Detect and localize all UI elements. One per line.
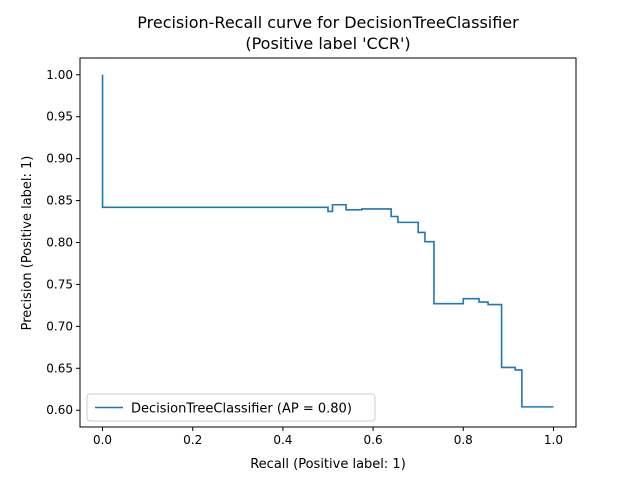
legend-box	[86, 393, 376, 422]
y-axis-label: Precision (Positive label: 1)	[20, 156, 35, 331]
x-tick-label: 0.6	[364, 433, 383, 447]
plot-area: 0.0 0.2 0.4 0.6 0.8 1.0 0.60 0.65 0.70 0.75 0.80 0.…	[46, 57, 577, 447]
series-line-0	[101, 74, 554, 408]
y-tick-label: 0.85	[46, 194, 73, 208]
y-tick-label: 0.70	[46, 319, 73, 333]
y-tick-label: 0.60	[46, 403, 73, 417]
y-tick-label: 0.65	[46, 361, 73, 375]
axes-frame	[79, 57, 577, 428]
chart-title-line2: (Positive label 'CCR')	[245, 34, 410, 53]
x-tick-label: 0.0	[93, 433, 112, 447]
x-tick-label: 0.2	[183, 433, 202, 447]
x-axis-label: Recall (Positive label: 1)	[250, 457, 406, 472]
x-tick-label: 0.8	[454, 433, 473, 447]
y-tick-label: 0.80	[46, 236, 73, 250]
x-tick-label: 1.0	[544, 433, 563, 447]
y-tick-label: 1.00	[46, 68, 73, 82]
chart-title-line1: Precision-Recall curve for DecisionTreeC…	[137, 13, 519, 32]
y-tick-label: 0.90	[46, 152, 73, 166]
y-tick-label: 0.95	[46, 110, 73, 124]
legend-entry-0: DecisionTreeClassifier (AP = 0.80)	[131, 402, 352, 417]
y-tick-label: 0.75	[46, 277, 73, 291]
x-tick-label: 0.4	[273, 433, 292, 447]
